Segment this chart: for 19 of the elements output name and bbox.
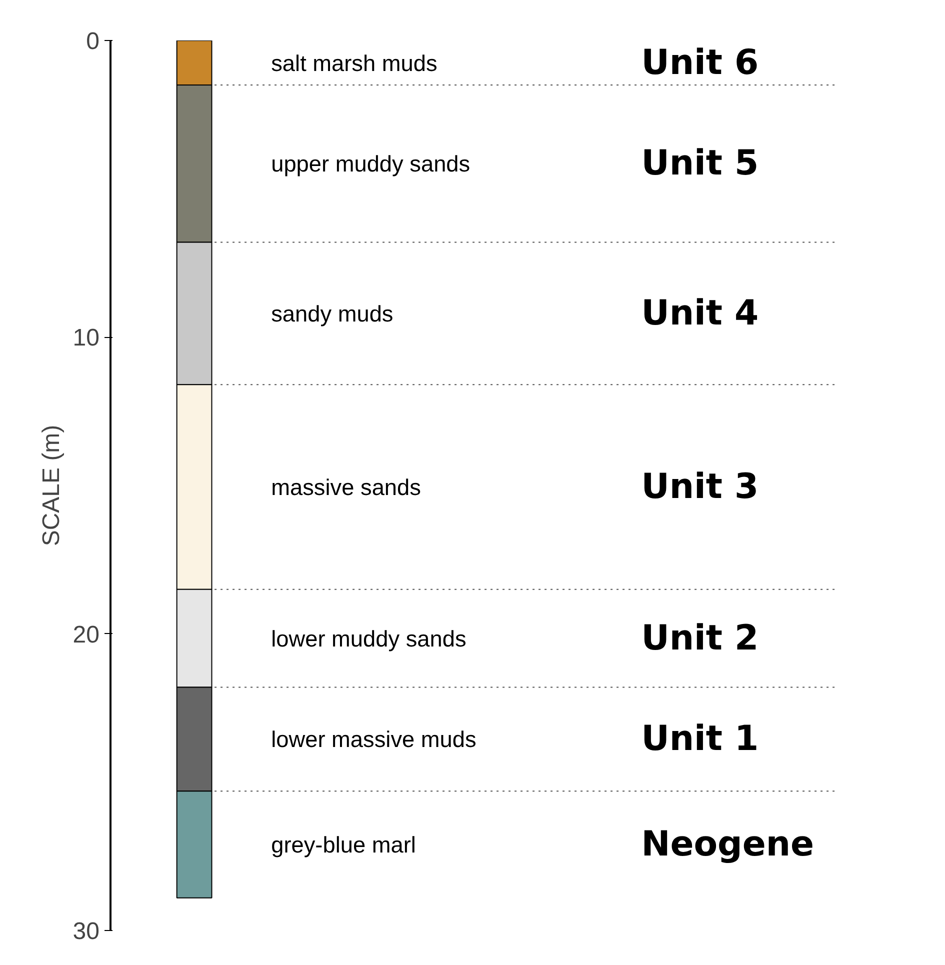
text: lower massive muds (271, 726, 476, 752)
text: Neogene (641, 824, 814, 864)
y-tick-label: 10 (72, 324, 100, 352)
text: Unit 1 (641, 719, 759, 760)
text: Unit 5 (641, 144, 759, 184)
text: grey-blue marl (271, 831, 416, 858)
y-tick-label: 0 (86, 28, 100, 55)
text: massive sands (271, 474, 421, 500)
text: Unit 2 (641, 618, 759, 658)
y-axis-title: SCALE (m) (38, 424, 65, 546)
text: Unit 4 (641, 293, 759, 334)
text: lower muddy sands (271, 625, 466, 652)
y-tick-label: 30 (72, 918, 100, 945)
text: Unit 3 (641, 466, 759, 507)
text: sandy muds (271, 300, 394, 326)
text: upper muddy sands (271, 150, 470, 177)
text: Unit 6 (641, 42, 759, 83)
y-tick-label: 20 (72, 621, 100, 648)
text: salt marsh muds (271, 50, 438, 76)
